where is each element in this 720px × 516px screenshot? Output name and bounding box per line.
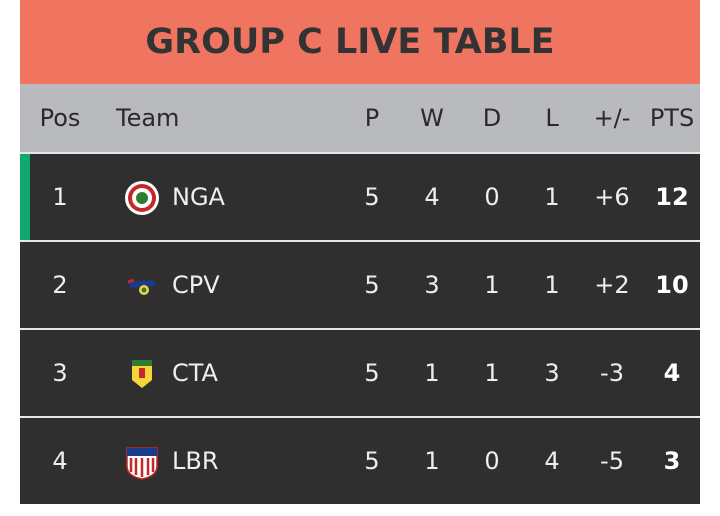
team-crest (126, 447, 158, 480)
team-crest (132, 360, 152, 388)
standings-table: GROUP C LIVE TABLE Pos Team P W D L +/- PTS 1 NG… (20, 0, 700, 504)
team-crest (127, 278, 156, 295)
table-cell: 3 (544, 359, 560, 387)
team-name: NGA (172, 183, 225, 211)
table-cell: 12 (655, 183, 689, 211)
column-header: W (420, 104, 444, 132)
table-cell: 1 (424, 447, 440, 475)
column-header: PTS (649, 104, 695, 132)
table-cell: +6 (594, 183, 630, 211)
title-bar: GROUP C LIVE TABLE (20, 0, 700, 84)
table-cell: 4 (544, 447, 560, 475)
team-name: LBR (172, 447, 219, 475)
table-cell: 1 (484, 271, 500, 299)
table-cell: 4 (52, 447, 68, 475)
table-cell: 1 (424, 359, 440, 387)
table-cell: 1 (544, 183, 560, 211)
table-row: 1 NGA 5 4 0 1 +6 12 (20, 152, 700, 240)
title: GROUP C LIVE TABLE (145, 22, 555, 62)
table-cell: 4 (424, 183, 440, 211)
table-cell: 2 (52, 271, 68, 299)
table-cell: 4 (663, 359, 681, 387)
table-cell: 3 (663, 447, 681, 475)
table-cell: 0 (484, 447, 500, 475)
table-row: 3 CTA 5 1 1 3 -3 4 (20, 328, 700, 416)
table-cell: 10 (655, 271, 689, 299)
table-cell: 1 (484, 359, 500, 387)
table-cell: 5 (364, 271, 380, 299)
column-header: L (545, 104, 559, 132)
table-cell: 5 (364, 183, 380, 211)
team-name: CPV (172, 271, 220, 299)
table-cell: 1 (52, 183, 68, 211)
column-header: Pos (39, 104, 81, 132)
table-cell: 3 (52, 359, 68, 387)
team-crest (125, 181, 159, 215)
table-cell: 5 (364, 447, 380, 475)
table-cell: 0 (484, 183, 500, 211)
table-cell: 3 (424, 271, 440, 299)
column-header: +/- (593, 104, 631, 132)
table-cell: +2 (594, 271, 630, 299)
column-header: D (482, 104, 502, 132)
table-cell: 1 (544, 271, 560, 299)
table-row: 4 LBR 5 1 0 4 -5 3 (20, 416, 700, 504)
column-header: Team (116, 104, 180, 132)
table-row: 2 CPV 5 3 1 1 +2 10 (20, 240, 700, 328)
table-cell: -5 (600, 447, 624, 475)
header-row: Pos Team P W D L +/- PTS (20, 84, 700, 152)
column-header: P (364, 104, 380, 132)
team-name: CTA (172, 359, 218, 387)
table-cell: 5 (364, 359, 380, 387)
leader-accent (20, 154, 30, 240)
table-cell: -3 (600, 359, 624, 387)
